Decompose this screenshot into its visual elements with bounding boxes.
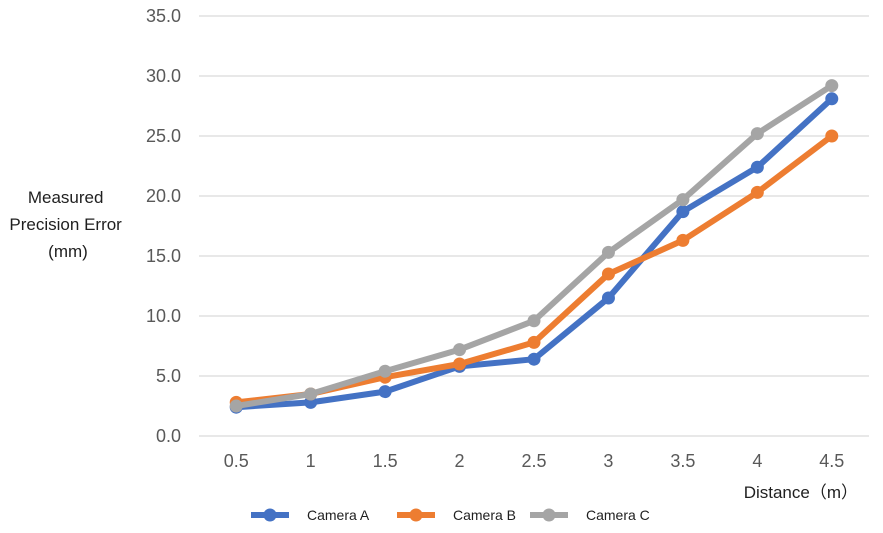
x-tick-label: 4 (752, 451, 762, 471)
x-tick-label: 3.5 (670, 451, 695, 471)
x-tick-label: 1.5 (373, 451, 398, 471)
data-point (304, 387, 318, 401)
data-point (601, 291, 615, 305)
x-tick-label: 1 (306, 451, 316, 471)
data-point (527, 352, 541, 366)
data-point (676, 205, 690, 219)
x-axis-ticks: 0.5 1 1.5 2 2.5 3 3.5 4 4.5 (224, 451, 845, 471)
x-axis-title: Distance（m） (744, 483, 858, 502)
data-point (378, 385, 392, 399)
data-point (676, 193, 690, 207)
data-point (750, 160, 764, 174)
y-tick-label: 10.0 (146, 306, 181, 326)
gridlines (199, 15, 869, 437)
y-axis-title-line-2: Precision Error (9, 215, 122, 234)
x-tick-label: 4.5 (819, 451, 844, 471)
data-point (750, 127, 764, 141)
legend-item: Camera B (397, 507, 516, 523)
y-axis-title-line-1: Measured (28, 188, 104, 207)
data-point (825, 92, 839, 106)
data-point (601, 245, 615, 259)
y-axis-ticks: 0.0 5.0 10.0 15.0 20.0 25.0 30.0 35.0 (146, 6, 181, 446)
y-tick-label: 30.0 (146, 66, 181, 86)
x-tick-label: 2.5 (521, 451, 546, 471)
legend-swatch-marker (263, 508, 277, 522)
legend: Camera A Camera B Camera C (251, 507, 650, 523)
y-axis-title-line-3: (mm) (48, 242, 88, 261)
legend-item: Camera C (530, 507, 650, 523)
data-point (453, 343, 467, 357)
x-tick-label: 3 (603, 451, 613, 471)
y-tick-label: 5.0 (156, 366, 181, 386)
y-tick-label: 35.0 (146, 6, 181, 26)
data-point (676, 233, 690, 247)
y-tick-label: 25.0 (146, 126, 181, 146)
data-point (229, 399, 243, 413)
data-point (601, 267, 615, 281)
data-point (750, 185, 764, 199)
y-axis-title: Measured Precision Error (mm) (9, 188, 126, 261)
data-point (378, 364, 392, 378)
legend-swatch-marker (542, 508, 556, 522)
series-group (229, 79, 839, 414)
x-tick-label: 2 (455, 451, 465, 471)
y-tick-label: 20.0 (146, 186, 181, 206)
data-point (825, 129, 839, 143)
legend-label: Camera B (453, 507, 516, 523)
legend-item: Camera A (251, 507, 370, 523)
y-tick-label: 15.0 (146, 246, 181, 266)
legend-label: Camera C (586, 507, 650, 523)
data-point (825, 79, 839, 93)
x-tick-label: 0.5 (224, 451, 249, 471)
legend-swatch-marker (409, 508, 423, 522)
legend-label: Camera A (307, 507, 370, 523)
data-point (527, 335, 541, 349)
series-3 (229, 79, 839, 413)
y-tick-label: 0.0 (156, 426, 181, 446)
data-point (453, 357, 467, 371)
data-point (527, 314, 541, 328)
